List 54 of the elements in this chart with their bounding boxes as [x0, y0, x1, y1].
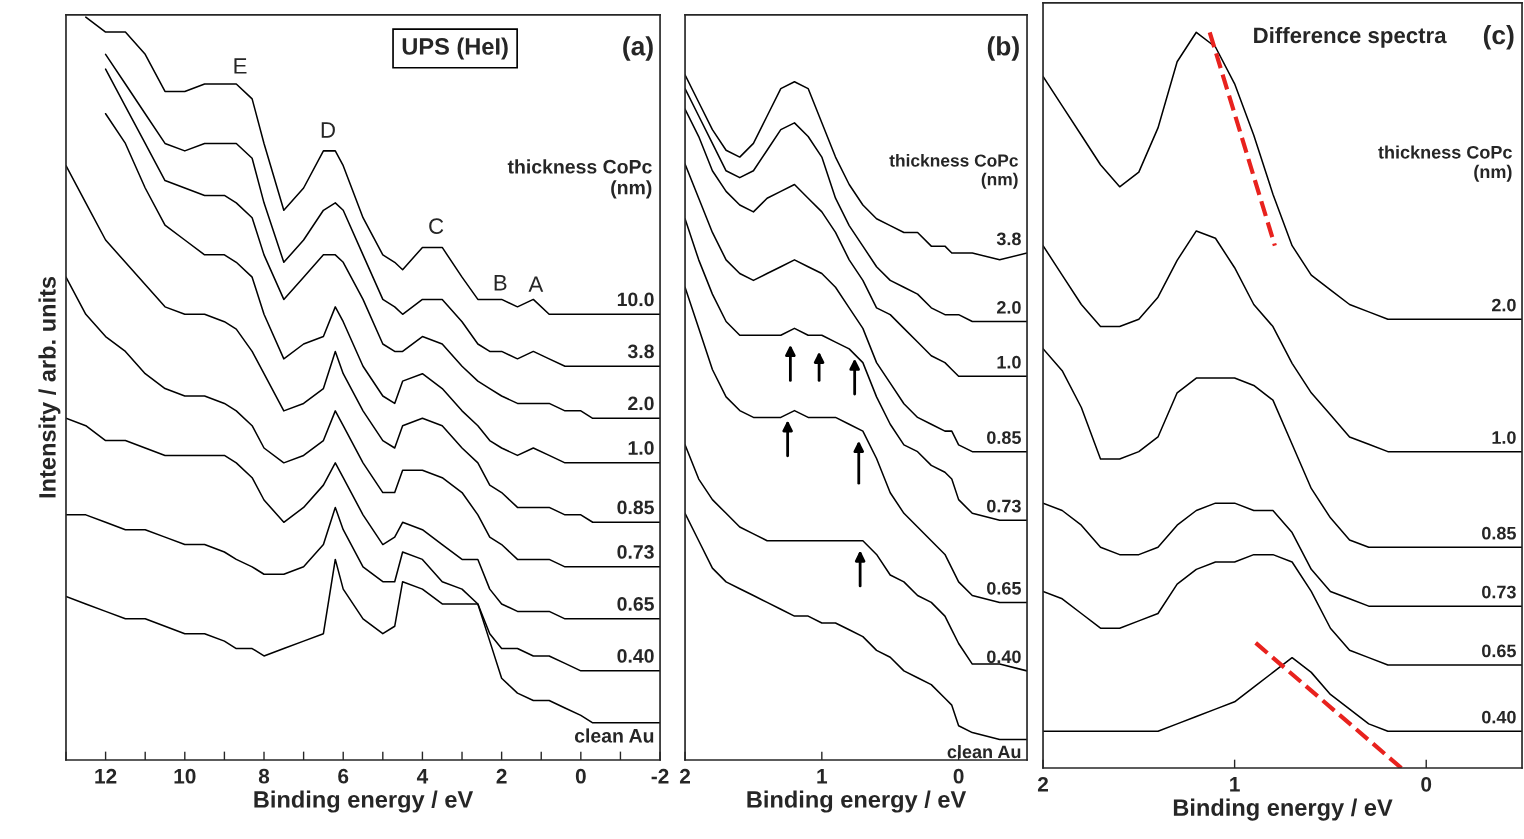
- series-label: 0.73: [617, 545, 654, 559]
- series-label: 1.0: [997, 355, 1021, 369]
- series-label: 3.8: [627, 344, 654, 359]
- annotation: thickness CoPc (nm): [889, 153, 1018, 189]
- series-label: 0.40: [1482, 710, 1516, 724]
- annotation: A: [528, 276, 544, 292]
- x-tick-label: 4: [416, 769, 429, 784]
- series-label: 0.65: [617, 597, 654, 611]
- x-tick-label: 0: [1421, 776, 1432, 792]
- series-label: 1.0: [628, 441, 654, 455]
- x-tick-label: 1: [817, 769, 828, 784]
- x-tick-label: 8: [258, 768, 270, 784]
- x-tick-label: 12: [95, 768, 117, 784]
- x-tick-label: 10: [174, 768, 196, 784]
- y-axis-title: Intensity / arb. units: [38, 276, 61, 498]
- series-label: 0.85: [1482, 526, 1516, 540]
- annotation: B: [494, 275, 507, 291]
- annotation: UPS (HeI): [402, 37, 508, 60]
- series-label: 0.73: [1482, 585, 1516, 599]
- series-label: 10.0: [617, 292, 654, 307]
- series-label: 2.0: [997, 300, 1021, 314]
- annotation: D: [321, 122, 335, 138]
- series-label: 2.0: [1491, 298, 1516, 312]
- series-label: clean Au: [947, 744, 1021, 759]
- x-tick-label: 2: [679, 768, 690, 784]
- series-label: 3.8: [996, 232, 1021, 246]
- series-label: 0.40: [987, 650, 1021, 664]
- annotation: E: [234, 58, 247, 74]
- x-tick-label: 0: [953, 768, 964, 784]
- x-axis-title: Binding energy / eV: [1173, 798, 1393, 821]
- series-label: 2.0: [628, 396, 654, 411]
- x-tick-label: -2: [651, 768, 669, 784]
- annotation: (a): [623, 36, 653, 61]
- series-label: 0.65: [987, 581, 1021, 595]
- annotation: thickness CoPc (nm): [507, 159, 652, 199]
- x-axis-title: Binding energy / eV: [747, 790, 967, 813]
- annotation: (c): [1483, 24, 1514, 50]
- x-tick-label: 2: [1037, 776, 1048, 792]
- series-label: 0.73: [987, 499, 1021, 513]
- series-label: clean Au: [574, 728, 654, 743]
- annotation: Difference spectra: [1254, 26, 1447, 48]
- series-label: 0.85: [987, 431, 1021, 444]
- series-label: 0.40: [617, 649, 654, 663]
- x-tick-label: 6: [338, 768, 349, 784]
- series-label: 1.0: [1492, 431, 1516, 444]
- x-tick-label: 2: [496, 768, 507, 784]
- x-tick-label: 0: [575, 768, 586, 784]
- series-label: 0.65: [1482, 644, 1516, 658]
- text: (b): [987, 36, 1019, 61]
- series-label: 0.85: [617, 500, 654, 515]
- annotation: C: [429, 218, 444, 234]
- x-axis-title: Binding energy / eV: [254, 790, 474, 813]
- x-tick-label: 1: [1230, 777, 1240, 792]
- annotation: thickness CoPc (nm): [1378, 145, 1512, 182]
